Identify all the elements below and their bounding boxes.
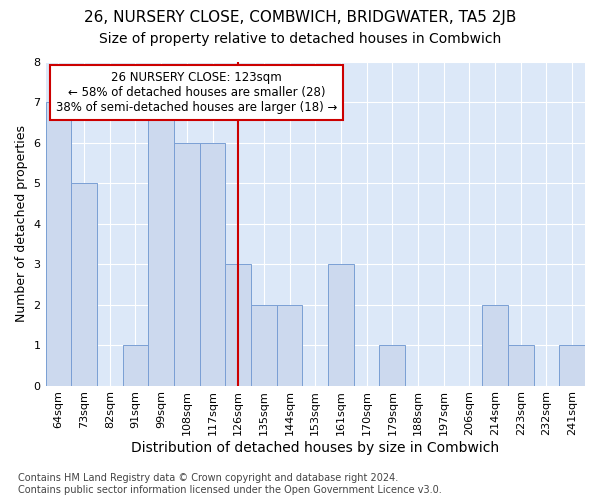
Bar xyxy=(200,142,226,386)
Bar xyxy=(122,345,148,386)
Bar xyxy=(46,102,71,386)
Bar xyxy=(559,345,585,386)
Text: 26, NURSERY CLOSE, COMBWICH, BRIDGWATER, TA5 2JB: 26, NURSERY CLOSE, COMBWICH, BRIDGWATER,… xyxy=(84,10,516,25)
Bar xyxy=(71,183,97,386)
Text: 26 NURSERY CLOSE: 123sqm
← 58% of detached houses are smaller (28)
38% of semi-d: 26 NURSERY CLOSE: 123sqm ← 58% of detach… xyxy=(56,71,337,114)
Bar xyxy=(482,304,508,386)
Bar xyxy=(277,304,302,386)
Y-axis label: Number of detached properties: Number of detached properties xyxy=(15,125,28,322)
X-axis label: Distribution of detached houses by size in Combwich: Distribution of detached houses by size … xyxy=(131,441,499,455)
Bar xyxy=(226,264,251,386)
Bar xyxy=(379,345,405,386)
Bar xyxy=(148,102,174,386)
Bar xyxy=(508,345,533,386)
Text: Size of property relative to detached houses in Combwich: Size of property relative to detached ho… xyxy=(99,32,501,46)
Text: Contains HM Land Registry data © Crown copyright and database right 2024.
Contai: Contains HM Land Registry data © Crown c… xyxy=(18,474,442,495)
Bar xyxy=(328,264,354,386)
Bar xyxy=(174,142,200,386)
Bar xyxy=(251,304,277,386)
